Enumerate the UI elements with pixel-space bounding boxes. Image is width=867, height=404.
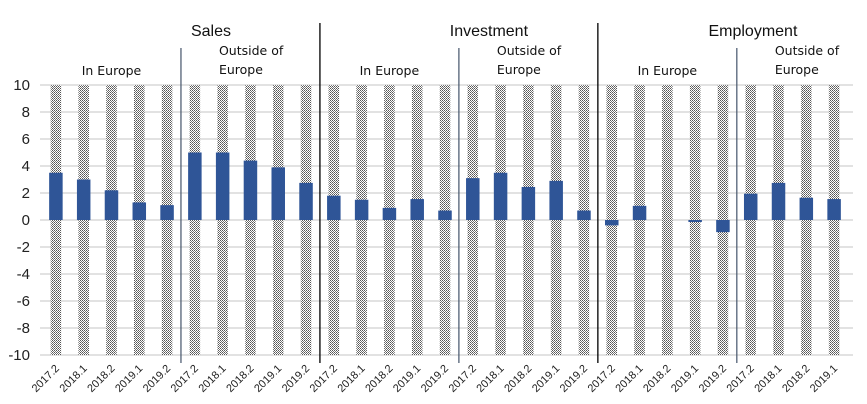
subgroup-label: Europe	[775, 62, 819, 77]
x-tick-label: 2017.2	[586, 363, 618, 395]
bar	[716, 220, 730, 233]
y-tick-label: -10	[8, 347, 30, 364]
x-tick-label: 2018.1	[613, 363, 645, 395]
bar	[410, 199, 424, 220]
bar	[104, 190, 119, 220]
x-tick-label: 2019.2	[280, 363, 312, 395]
bar	[771, 182, 786, 220]
x-tick-label: 2017.2	[30, 363, 62, 395]
bar	[160, 205, 174, 220]
x-tick-label: 2018.2	[502, 363, 534, 395]
bar	[76, 179, 91, 220]
bar	[632, 205, 647, 220]
bar	[354, 199, 369, 220]
x-tick-label: 2018.1	[58, 363, 90, 395]
group-title: Sales	[191, 23, 231, 40]
x-tick-label: 2019.2	[558, 363, 590, 395]
x-tick-label: 2017.2	[169, 363, 201, 395]
x-tick-label: 2019.1	[113, 363, 145, 395]
bar	[327, 195, 341, 220]
group-title: Investment	[450, 23, 529, 40]
x-tick-label: 2018.1	[196, 363, 228, 395]
y-tick-label: -8	[17, 320, 30, 337]
x-tick-label: 2019.1	[808, 363, 840, 395]
bar	[466, 178, 480, 220]
bar	[688, 220, 702, 223]
bar	[827, 199, 841, 220]
bar	[605, 220, 619, 226]
y-tick-label: 6	[22, 131, 30, 148]
bar	[243, 160, 258, 220]
bar	[743, 193, 758, 220]
y-tick-label: 10	[13, 77, 30, 94]
bar	[271, 167, 285, 220]
x-tick-label: 2019.1	[669, 363, 701, 395]
divider-layer	[180, 23, 738, 363]
x-tick-label: 2018.2	[224, 363, 256, 395]
y-tick-label: -2	[17, 239, 30, 256]
x-tick-label: 2018.2	[363, 363, 395, 395]
subgroup-label: Europe	[219, 62, 263, 77]
x-axis: 2017.22018.12018.22019.12019.22017.22018…	[30, 363, 840, 395]
x-tick-label: 2019.1	[252, 363, 284, 395]
group-title: Employment	[708, 23, 797, 40]
group-titles: In Europe Outside of Europe Sales In Europe O…	[82, 23, 840, 78]
x-tick-label: 2019.2	[141, 363, 173, 395]
subgroup-label: Outside of	[775, 43, 840, 58]
background-band	[662, 85, 673, 355]
x-tick-label: 2018.2	[641, 363, 673, 395]
y-axis: 10 8 6 4 2 0 -2 -4 -6 -8 -10	[8, 77, 30, 364]
bar	[799, 197, 814, 220]
x-tick-label: 2018.2	[85, 363, 117, 395]
x-tick-label: 2017.2	[447, 363, 479, 395]
x-tick-label: 2017.2	[308, 363, 340, 395]
x-tick-label: 2017.2	[725, 363, 757, 395]
x-tick-label: 2018.1	[335, 363, 367, 395]
x-tick-label: 2019.1	[530, 363, 562, 395]
y-tick-label: 0	[22, 212, 30, 229]
x-tick-label: 2018.1	[474, 363, 506, 395]
y-tick-label: 4	[22, 158, 30, 175]
bar	[521, 186, 536, 220]
bar	[577, 210, 591, 220]
subgroup-label: Outside of	[497, 43, 562, 58]
bar	[215, 152, 230, 220]
x-tick-label: 2018.1	[752, 363, 784, 395]
x-tick-label: 2019.1	[391, 363, 423, 395]
y-tick-label: 8	[22, 104, 30, 121]
x-tick-label: 2019.2	[697, 363, 729, 395]
subgroup-label: In Europe	[638, 63, 698, 78]
subgroup-label: In Europe	[82, 63, 142, 78]
y-tick-label: -6	[17, 293, 30, 310]
subgroup-label: Outside of	[219, 43, 284, 58]
bar	[132, 202, 147, 220]
y-tick-label: 2	[22, 185, 30, 202]
bar-layer	[49, 152, 841, 233]
y-tick-label: -4	[17, 266, 30, 283]
x-tick-label: 2018.2	[780, 363, 812, 395]
bar	[382, 207, 397, 220]
bar	[299, 182, 313, 220]
bar	[188, 152, 202, 220]
bar	[438, 210, 452, 220]
subgroup-label: In Europe	[360, 63, 420, 78]
bar	[493, 172, 508, 220]
bar	[49, 172, 63, 220]
subgroup-label: Europe	[497, 62, 541, 77]
x-tick-label: 2019.2	[419, 363, 451, 395]
bar	[549, 180, 563, 220]
